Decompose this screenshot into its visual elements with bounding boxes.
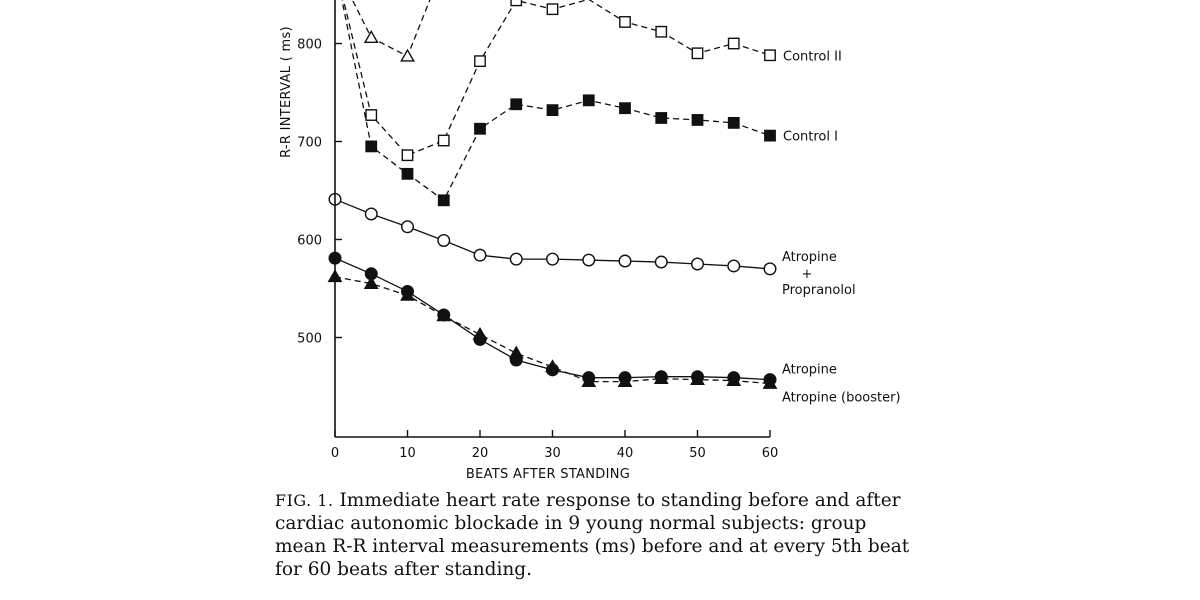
series-atropine-booster [327, 269, 778, 389]
x-tick-label: 0 [331, 446, 339, 461]
open-circle-marker [364, 207, 378, 221]
x-tick-label: 10 [399, 446, 416, 461]
series-label: + [802, 267, 813, 282]
filled-triangle-marker [617, 373, 633, 387]
series-labels: Control II Control I Atropine +Propranolol A… [782, 49, 901, 405]
open-circle-marker [437, 233, 451, 247]
series-label: Propranolol [782, 283, 856, 298]
filled-square-marker [582, 94, 595, 107]
filled-triangle-marker [363, 275, 379, 289]
filled-square-marker [691, 114, 704, 126]
y-tick-label: 500 [297, 332, 322, 347]
x-tick-label: 20 [472, 446, 489, 461]
filled-triangle-marker [581, 373, 597, 387]
series-label: Atropine [782, 250, 837, 265]
filled-square-marker [510, 98, 523, 111]
open-circle-marker [691, 257, 705, 271]
series-line [351, 0, 431, 58]
y-tick-label: 700 [297, 136, 322, 151]
filled-triangle-marker [726, 373, 742, 386]
filled-triangle-marker [436, 308, 452, 322]
filled-triangle-marker [653, 371, 669, 385]
open-circle-marker [763, 262, 777, 276]
filled-square-marker [764, 129, 776, 142]
open-circle-marker [473, 248, 487, 262]
open-square-marker [764, 49, 776, 62]
filled-square-marker [655, 112, 668, 124]
filled-square-marker [546, 104, 559, 117]
filled-triangle-marker [690, 372, 705, 385]
open-square-marker [546, 3, 559, 16]
axes: 0 10 20 30 40 50 60 500 600 700 800 [297, 0, 778, 461]
open-square-marker [401, 149, 414, 162]
filled-triangle-marker [762, 375, 778, 389]
y-tick-label: 800 [297, 38, 322, 53]
open-circle-marker [582, 253, 596, 267]
open-square-marker [365, 109, 378, 121]
series-label: Control II [783, 49, 842, 64]
y-axis-title: R-R INTERVAL ( ms) [279, 26, 294, 158]
caption-text: Immediate heart rate response to standin… [275, 490, 910, 580]
plot-area [327, 0, 778, 389]
open-square-marker [655, 25, 668, 38]
x-tick-label: 60 [762, 446, 779, 461]
open-square-marker [727, 37, 740, 50]
filled-triangle-marker [400, 287, 415, 301]
figure-caption: FIG. 1. Immediate heart rate response to… [275, 489, 915, 581]
open-circle-marker [401, 220, 415, 234]
filled-triangle-marker [545, 359, 560, 373]
series-control-ii [342, 0, 776, 162]
x-tick-label: 30 [544, 446, 561, 461]
series-control-ii-triangles [351, 0, 431, 62]
open-circle-marker [618, 254, 632, 268]
series-line [341, 0, 771, 202]
x-tick-label: 50 [689, 446, 706, 461]
open-square-marker [437, 134, 450, 147]
series-atropine-propranolol [328, 192, 777, 276]
caption-prefix: FIG. 1. [275, 491, 334, 510]
y-tick-label: 600 [297, 234, 322, 249]
open-circle-marker [546, 252, 560, 266]
filled-triangle-marker [472, 326, 488, 340]
filled-square-marker [727, 116, 740, 129]
series-control-i [341, 0, 776, 207]
x-tick-label: 40 [617, 446, 634, 461]
series-label: Atropine [782, 363, 837, 378]
open-circle-marker [654, 255, 668, 269]
series-line [342, 0, 771, 156]
filled-square-marker [619, 102, 631, 115]
open-triangle-marker [363, 30, 379, 43]
open-circle-marker [509, 252, 523, 266]
open-triangle-marker [400, 48, 415, 62]
filled-square-marker [365, 140, 378, 153]
filled-square-marker [474, 122, 486, 135]
filled-square-marker [401, 167, 414, 180]
filled-triangle-marker [508, 345, 524, 359]
series-label: Atropine (booster) [782, 391, 901, 406]
series-label: Control I [783, 130, 838, 145]
open-square-marker [619, 16, 631, 28]
open-circle-marker [727, 259, 741, 273]
open-square-marker [510, 0, 523, 7]
filled-square-marker [437, 194, 450, 207]
x-axis-title: BEATS AFTER STANDING [466, 467, 630, 482]
open-square-marker [474, 55, 486, 68]
open-square-marker [691, 47, 704, 60]
